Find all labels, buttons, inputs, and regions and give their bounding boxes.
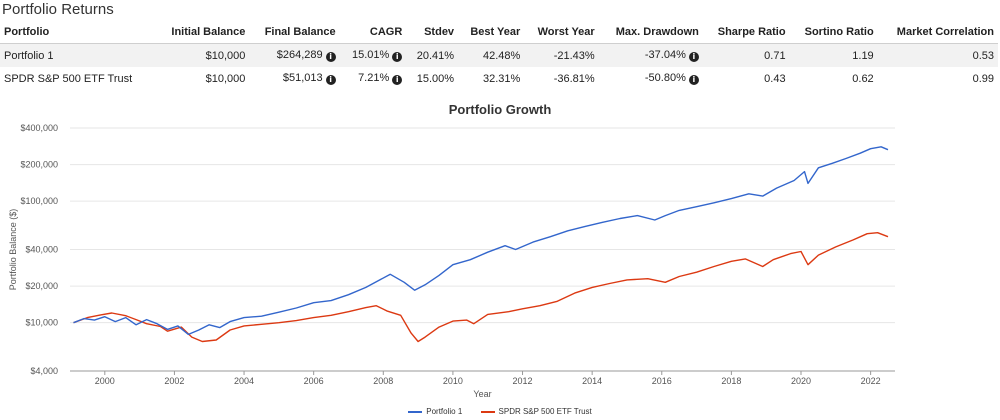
header-stdev[interactable]: Stdev xyxy=(406,22,459,44)
y-axis-title: Portfolio Balance ($) xyxy=(8,209,18,291)
cell-sortino-ratio: 0.62 xyxy=(852,72,874,85)
x-tick-label: 2010 xyxy=(443,376,463,386)
header-best-year[interactable]: Best Year xyxy=(458,22,525,44)
x-axis-title: Year xyxy=(473,389,491,399)
cell-initial-balance: $10,000 xyxy=(205,72,246,85)
header-sortino-ratio[interactable]: Sortino Ratio xyxy=(789,22,878,44)
section-title: Portfolio Returns xyxy=(2,1,114,18)
header-portfolio[interactable]: Portfolio xyxy=(0,22,156,44)
chart-legend: Portfolio 1 SPDR S&P 500 ETF Trust xyxy=(0,407,1000,416)
header-max-drawdown[interactable]: Max. Drawdown xyxy=(598,22,703,44)
cell-stdev: 15.00% xyxy=(416,72,455,85)
table-row: Portfolio 1 $10,000 $264,289 i 15.01% i 20… xyxy=(0,43,998,67)
line-swatch-icon xyxy=(408,410,423,413)
cell-initial-balance: $10,000 xyxy=(155,43,250,67)
cell-cagr-value: 7.21% xyxy=(358,72,390,84)
legend-item-portfolio-1[interactable]: Portfolio 1 xyxy=(408,407,462,416)
series-line-portfolio-1 xyxy=(73,146,889,336)
y-tick-label: $4,000 xyxy=(30,366,58,376)
header-initial-balance[interactable]: Initial Balance xyxy=(155,22,250,44)
info-circle-icon[interactable]: i xyxy=(392,52,403,62)
cell-sharpe-ratio: 0.43 xyxy=(764,72,786,85)
cell-portfolio: Portfolio 1 xyxy=(0,43,156,67)
cell-best-year: 42.48% xyxy=(458,43,525,67)
x-tick-label: 2000 xyxy=(95,376,115,386)
header-sharpe-ratio[interactable]: Sharpe Ratio xyxy=(702,22,790,44)
cell-sharpe-ratio: 0.71 xyxy=(702,43,790,67)
cell-final-balance: $264,289 i xyxy=(249,43,340,67)
cell-cagr: 7.21% i xyxy=(340,67,407,90)
cell-worst-year: -36.81% xyxy=(553,72,595,85)
x-tick-label: 2004 xyxy=(234,376,254,386)
y-tick-label: $100,000 xyxy=(20,196,58,206)
x-tick-label: 2006 xyxy=(304,376,324,386)
legend-item-spdr[interactable]: SPDR S&P 500 ETF Trust xyxy=(480,407,592,416)
cell-max-drawdown: -50.80% i xyxy=(599,67,703,90)
cell-market-correlation: 0.53 xyxy=(877,43,998,67)
info-circle-icon[interactable]: i xyxy=(325,52,336,62)
info-circle-icon[interactable]: i xyxy=(688,75,699,85)
cell-cagr: 15.01% i xyxy=(339,43,407,67)
header-cagr[interactable]: CAGR xyxy=(339,22,407,44)
cell-best-year: 32.31% xyxy=(483,72,521,85)
cell-portfolio: SPDR S&P 500 ETF Trust xyxy=(4,72,133,85)
header-final-balance[interactable]: Final Balance xyxy=(249,22,340,44)
line-swatch-icon xyxy=(480,410,495,413)
legend-label: SPDR S&P 500 ETF Trust xyxy=(498,407,592,416)
x-tick-label: 2002 xyxy=(164,376,184,386)
cell-market-correlation: 0.99 xyxy=(972,72,994,85)
header-market-correlation[interactable]: Market Correlation xyxy=(877,22,998,44)
cell-max-drawdown: -37.04% i xyxy=(598,43,703,67)
x-tick-label: 2012 xyxy=(513,376,533,386)
y-tick-label: $400,000 xyxy=(20,123,58,133)
x-tick-label: 2022 xyxy=(861,376,881,386)
info-circle-icon[interactable]: i xyxy=(392,75,403,85)
x-tick-label: 2016 xyxy=(652,376,672,386)
y-tick-label: $40,000 xyxy=(25,245,58,255)
cell-max-drawdown-value: -50.80% xyxy=(644,72,686,84)
portfolio-growth-chart[interactable]: $4,000 $10,000 $20,000 $40,000 $100,000 $200,… xyxy=(0,118,1000,403)
x-tick-label: 2018 xyxy=(721,376,741,386)
header-worst-year[interactable]: Worst Year xyxy=(524,22,599,44)
cell-cagr-value: 15.01% xyxy=(351,49,390,61)
returns-table: Portfolio Initial Balance Final Balance … xyxy=(0,22,998,90)
cell-worst-year: -21.43% xyxy=(524,43,599,67)
x-tick-label: 2014 xyxy=(582,376,602,386)
chart-title: Portfolio Growth xyxy=(448,102,552,117)
table-header-row: Portfolio Initial Balance Final Balance … xyxy=(0,22,998,44)
cell-stdev: 20.41% xyxy=(406,43,459,67)
legend-label: Portfolio 1 xyxy=(426,407,463,416)
x-tick-label: 2020 xyxy=(791,376,811,386)
info-circle-icon[interactable]: i xyxy=(325,75,336,85)
cell-final-balance-value: $264,289 xyxy=(276,49,323,61)
y-tick-label: $20,000 xyxy=(25,281,58,291)
cell-max-drawdown-value: -37.04% xyxy=(644,49,686,61)
table-row: SPDR S&P 500 ETF Trust $10,000 $51,013 i … xyxy=(0,67,998,90)
y-tick-label: $200,000 xyxy=(20,160,58,170)
y-tick-label: $10,000 xyxy=(25,318,58,328)
x-tick-label: 2008 xyxy=(373,376,393,386)
cell-final-balance-value: $51,013 xyxy=(282,72,323,84)
cell-final-balance: $51,013 i xyxy=(249,67,339,90)
info-circle-icon[interactable]: i xyxy=(688,52,699,62)
cell-sortino-ratio: 1.19 xyxy=(789,43,878,67)
